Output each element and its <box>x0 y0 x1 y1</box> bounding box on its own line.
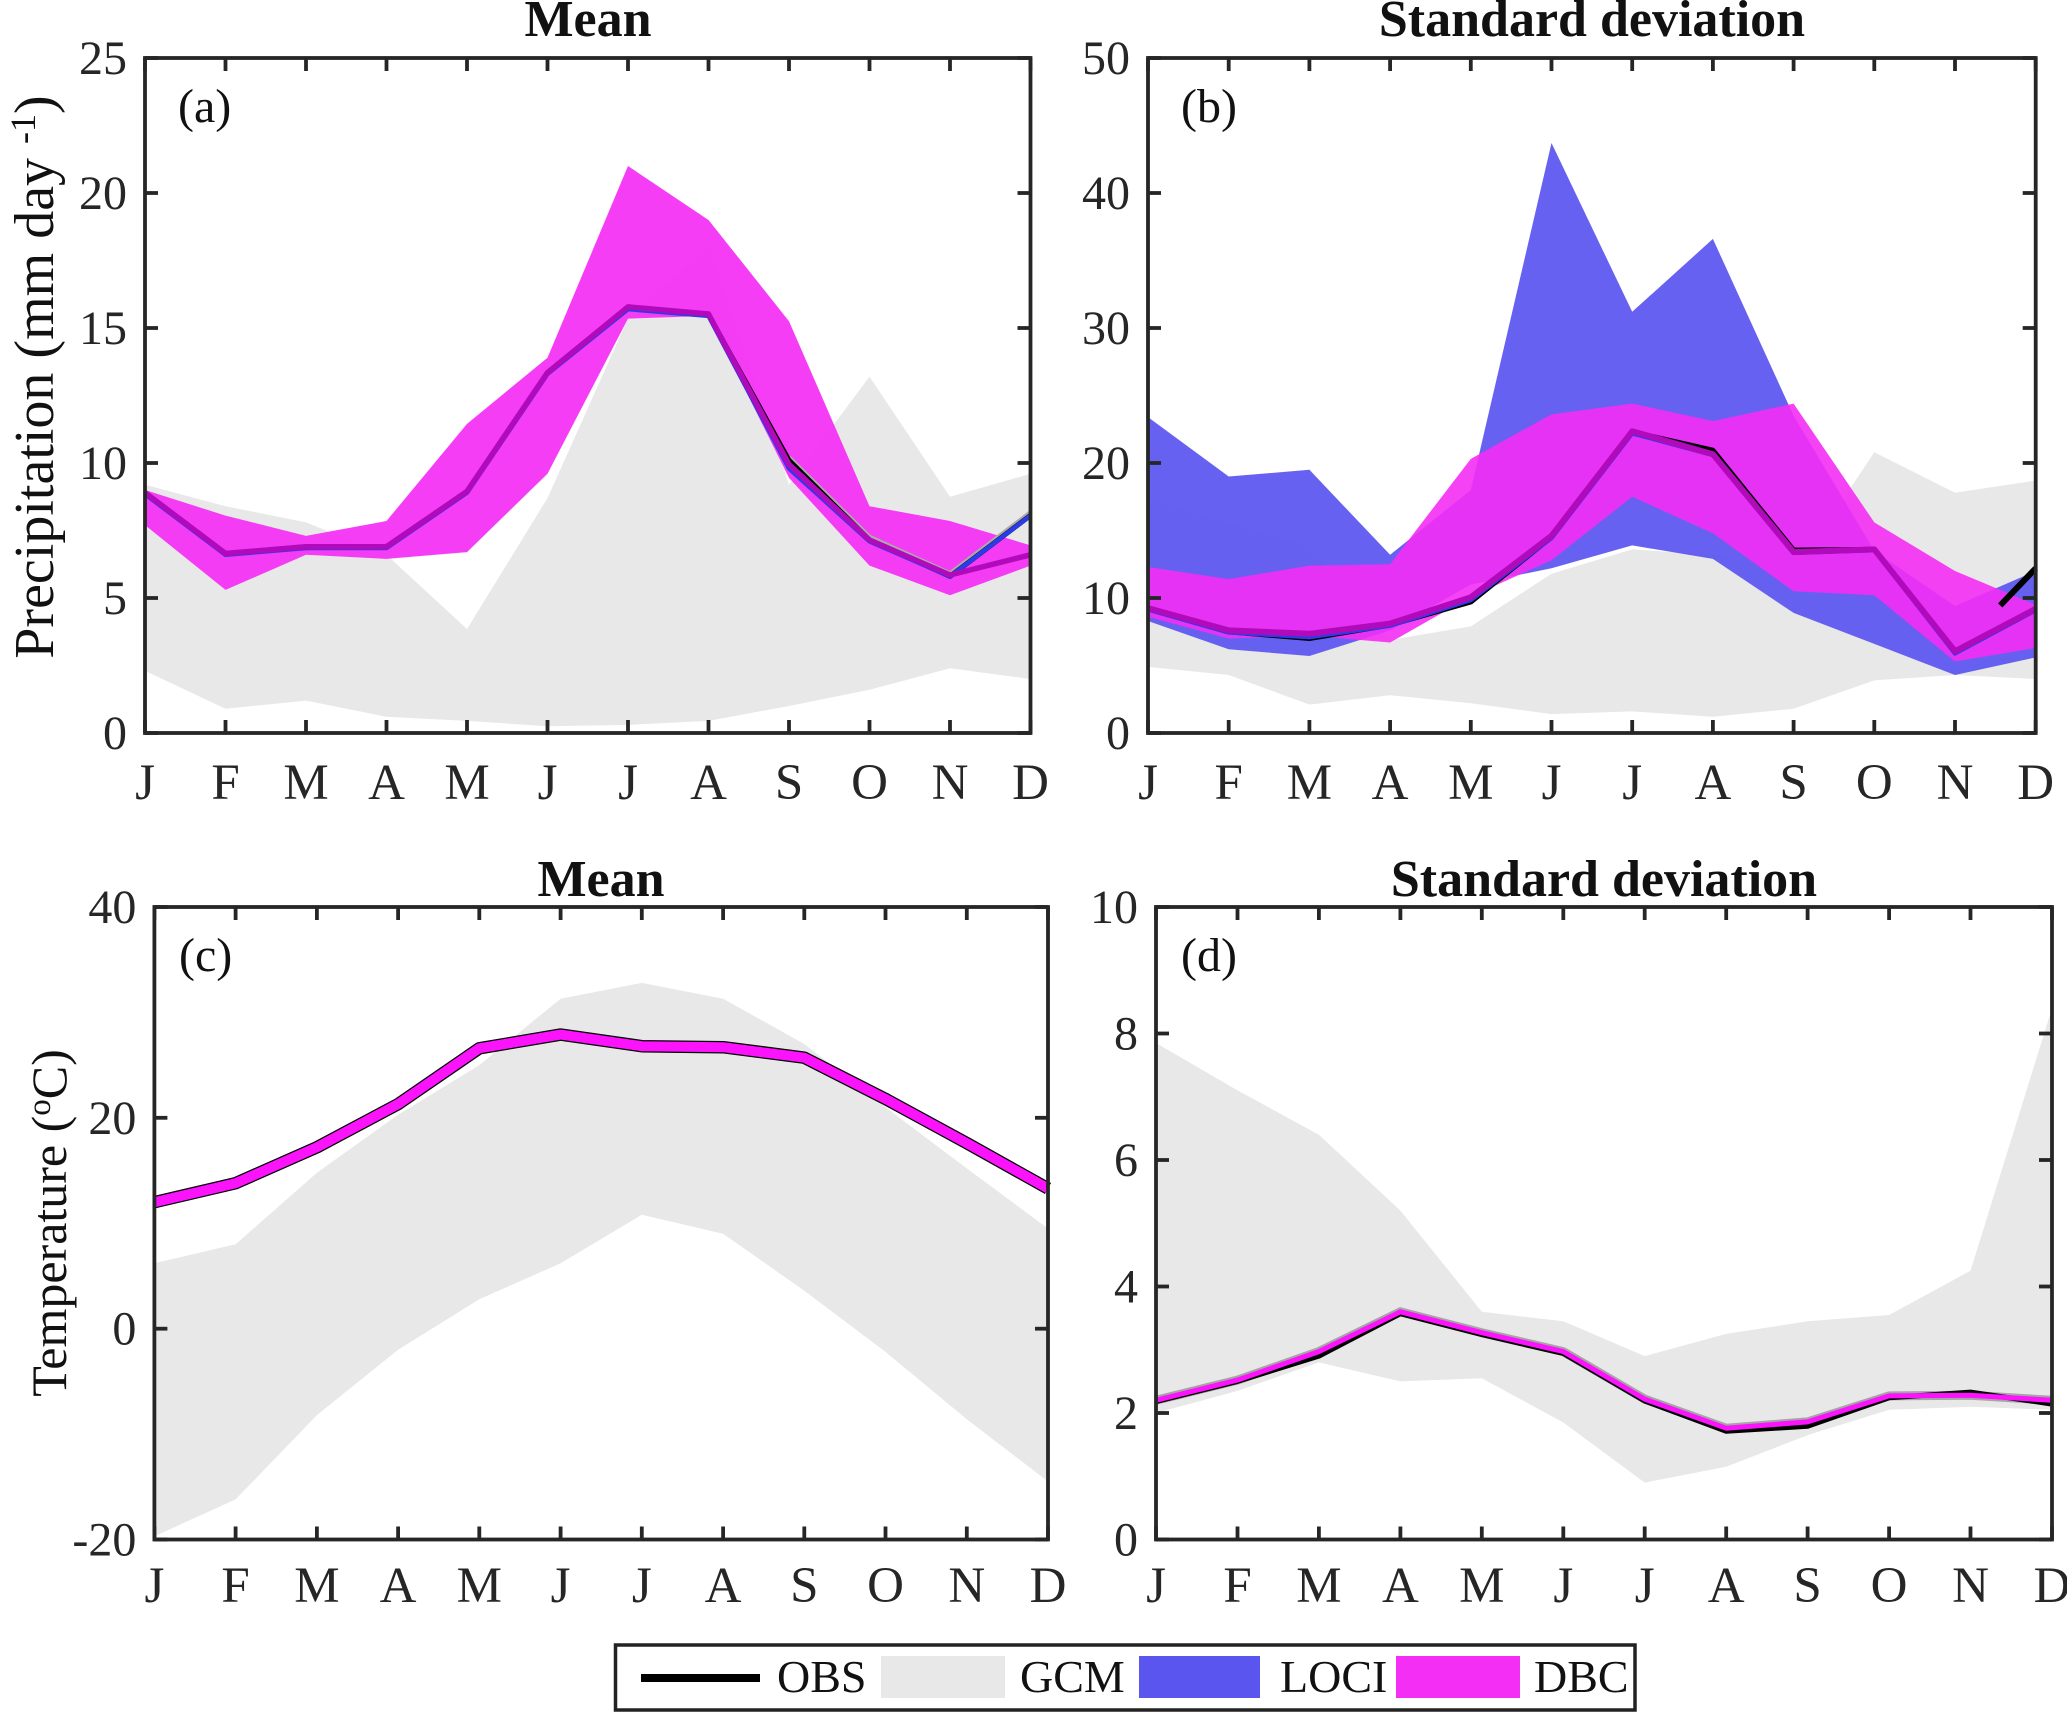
svg-text:J: J <box>1146 1558 1166 1614</box>
svg-text:A: A <box>1694 755 1731 811</box>
svg-text:10: 10 <box>79 437 127 490</box>
svg-text:(c): (c) <box>179 929 232 982</box>
svg-text:F: F <box>1223 1558 1251 1614</box>
svg-text:S: S <box>790 1558 818 1614</box>
svg-text:J: J <box>632 1558 652 1614</box>
svg-text:M: M <box>1459 1558 1504 1614</box>
svg-text:40: 40 <box>88 881 136 934</box>
svg-text:M: M <box>1448 755 1493 811</box>
svg-text:15: 15 <box>79 302 127 355</box>
svg-text:20: 20 <box>88 1092 136 1145</box>
svg-text:50: 50 <box>1082 32 1130 85</box>
svg-text:N: N <box>1937 755 1974 811</box>
svg-text:J: J <box>1138 755 1158 811</box>
svg-text:LOCI: LOCI <box>1280 1651 1387 1702</box>
svg-text:F: F <box>221 1558 249 1614</box>
svg-text:Mean: Mean <box>524 0 651 48</box>
svg-text:J: J <box>1542 755 1562 811</box>
svg-text:M: M <box>457 1558 502 1614</box>
svg-text:A: A <box>1372 755 1409 811</box>
svg-text:20: 20 <box>1082 437 1130 490</box>
svg-text:0: 0 <box>1106 707 1130 760</box>
svg-text:40: 40 <box>1082 167 1130 220</box>
svg-text:4: 4 <box>1114 1261 1138 1314</box>
svg-text:M: M <box>1296 1558 1341 1614</box>
svg-text:O: O <box>1856 755 1893 811</box>
svg-text:N: N <box>1952 1558 1989 1614</box>
svg-text:A: A <box>380 1558 417 1614</box>
svg-text:0: 0 <box>1114 1514 1138 1567</box>
svg-text:S: S <box>1793 1558 1821 1614</box>
svg-text:S: S <box>1779 755 1807 811</box>
svg-text:0: 0 <box>103 707 127 760</box>
svg-text:(a): (a) <box>178 80 231 133</box>
svg-text:J: J <box>135 755 155 811</box>
svg-text:10: 10 <box>1090 881 1138 934</box>
svg-text:F: F <box>1215 755 1243 811</box>
svg-text:GCM: GCM <box>1020 1651 1125 1702</box>
svg-text:Mean: Mean <box>537 851 664 908</box>
svg-text:Standard deviation: Standard deviation <box>1391 851 1817 908</box>
svg-text:OBS: OBS <box>777 1651 866 1702</box>
svg-text:A: A <box>368 755 405 811</box>
svg-text:M: M <box>283 755 328 811</box>
svg-text:S: S <box>775 755 803 811</box>
svg-text:J: J <box>1635 1558 1655 1614</box>
svg-text:M: M <box>294 1558 339 1614</box>
svg-text:D: D <box>2017 755 2054 811</box>
svg-text:Standard deviation: Standard deviation <box>1379 0 1805 48</box>
svg-text:2: 2 <box>1114 1387 1138 1440</box>
svg-text:O: O <box>867 1558 904 1614</box>
svg-text:DBC: DBC <box>1534 1651 1629 1702</box>
svg-text:M: M <box>1287 755 1332 811</box>
svg-text:6: 6 <box>1114 1134 1138 1187</box>
svg-text:J: J <box>538 755 558 811</box>
svg-text:8: 8 <box>1114 1008 1138 1061</box>
svg-text:-20: -20 <box>72 1514 136 1567</box>
svg-text:(d): (d) <box>1181 929 1237 982</box>
svg-text:F: F <box>211 755 239 811</box>
svg-text:0: 0 <box>112 1303 136 1356</box>
svg-text:A: A <box>705 1558 742 1614</box>
svg-text:(b): (b) <box>1181 80 1237 133</box>
svg-text:M: M <box>444 755 489 811</box>
svg-text:N: N <box>932 755 969 811</box>
svg-text:D: D <box>1030 1558 1067 1614</box>
svg-text:A: A <box>1708 1558 1745 1614</box>
svg-text:25: 25 <box>79 32 127 85</box>
svg-text:10: 10 <box>1082 572 1130 625</box>
svg-text:J: J <box>618 755 638 811</box>
svg-text:J: J <box>551 1558 571 1614</box>
svg-text:A: A <box>690 755 727 811</box>
svg-text:Precipitation (mm day -1): Precipitation (mm day -1) <box>3 95 66 658</box>
svg-text:20: 20 <box>79 167 127 220</box>
svg-text:D: D <box>2034 1558 2067 1614</box>
svg-text:O: O <box>1871 1558 1908 1614</box>
svg-text:30: 30 <box>1082 302 1130 355</box>
svg-text:O: O <box>851 755 888 811</box>
svg-text:A: A <box>1382 1558 1419 1614</box>
svg-text:D: D <box>1012 755 1049 811</box>
svg-text:N: N <box>948 1558 985 1614</box>
svg-text:5: 5 <box>103 572 127 625</box>
svg-text:J: J <box>1553 1558 1573 1614</box>
svg-text:J: J <box>1622 755 1642 811</box>
svg-text:J: J <box>144 1558 164 1614</box>
